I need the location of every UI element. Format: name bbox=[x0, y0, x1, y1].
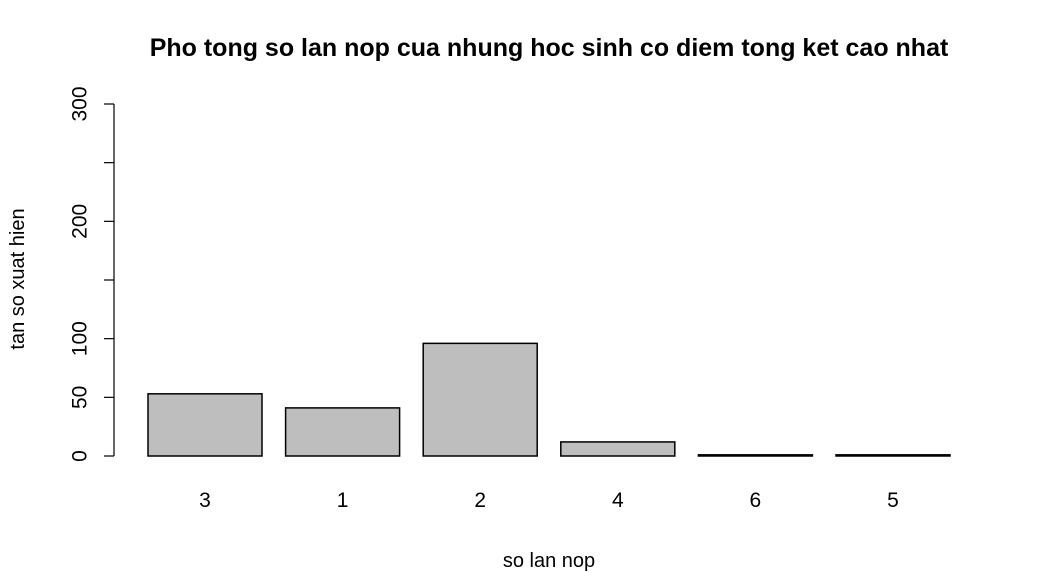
x-tick-label: 2 bbox=[474, 489, 486, 512]
bar-5 bbox=[835, 454, 951, 457]
bar-1 bbox=[284, 407, 401, 457]
bar-4 bbox=[560, 441, 676, 457]
x-tick-labels: 3 1 2 4 6 5 bbox=[199, 489, 899, 512]
y-tick-label: 100 bbox=[69, 321, 92, 356]
x-tick-label: 5 bbox=[887, 489, 899, 512]
bar-3 bbox=[147, 393, 263, 457]
y-tick-label: 300 bbox=[69, 86, 92, 121]
bars bbox=[147, 342, 951, 457]
x-tick-label: 1 bbox=[337, 489, 349, 512]
x-axis-label: so lan nop bbox=[503, 550, 595, 572]
bar-2 bbox=[422, 342, 538, 457]
x-tick-label: 3 bbox=[199, 489, 211, 512]
y-axis-label: tan so xuat hien bbox=[7, 208, 29, 349]
y-axis: 0 50 100 200 300 bbox=[69, 86, 115, 462]
y-tick-label: 50 bbox=[69, 386, 92, 409]
y-tick-label: 0 bbox=[69, 450, 92, 462]
x-tick-label: 6 bbox=[750, 489, 762, 512]
y-tick-label: 200 bbox=[69, 204, 92, 239]
bar-6 bbox=[697, 454, 814, 457]
x-tick-label: 4 bbox=[612, 489, 624, 512]
chart-title: Pho tong so lan nop cua nhung hoc sinh c… bbox=[150, 34, 949, 62]
